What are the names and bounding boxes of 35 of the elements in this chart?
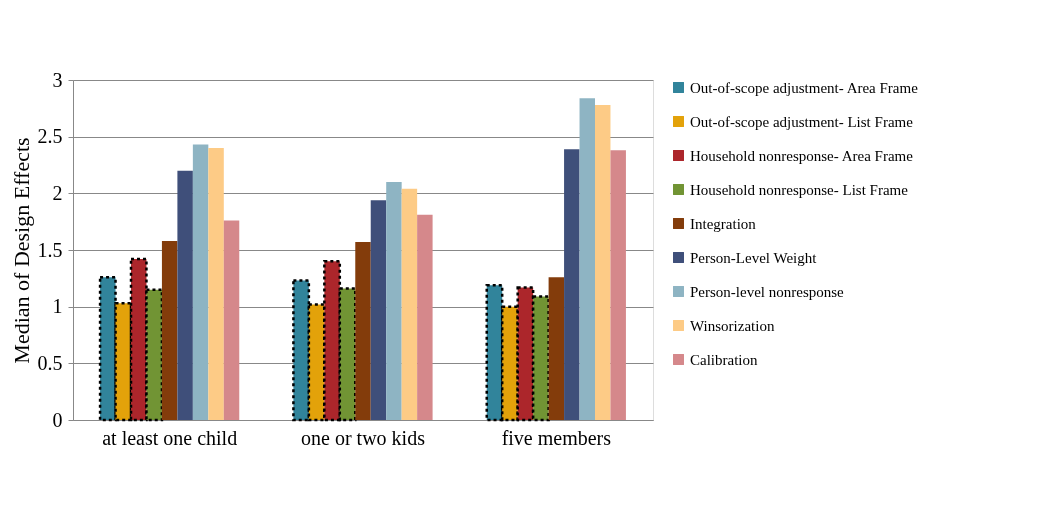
bar xyxy=(192,144,209,420)
bar xyxy=(355,242,371,420)
bar xyxy=(610,150,626,420)
bar xyxy=(564,149,580,420)
legend-label: Person-level nonresponse xyxy=(690,283,845,300)
y-tick-label: 3 xyxy=(52,68,63,91)
y-axis-title: Median of Design Effects xyxy=(8,137,34,364)
y-tick-label: 2.5 xyxy=(37,125,63,148)
bar xyxy=(161,240,178,420)
legend-label: Household nonresponse- List Frame xyxy=(690,181,909,198)
legend-label: Calibration xyxy=(690,351,758,368)
x-tick-label: five members xyxy=(501,426,612,449)
legend-label: Winsorization xyxy=(690,317,775,334)
x-tick-label: one or two kids xyxy=(301,426,426,449)
bar xyxy=(370,200,387,420)
bar xyxy=(548,277,565,420)
bar xyxy=(417,214,433,420)
y-tick-label: 0 xyxy=(52,408,63,431)
legend-label: Household nonresponse- Area Frame xyxy=(690,147,914,164)
bar xyxy=(177,170,193,420)
legend-label: Out-of-scope adjustment- List Frame xyxy=(690,113,914,130)
y-tick-label: 1 xyxy=(52,295,63,318)
bar xyxy=(595,104,611,420)
legend-label: Integration xyxy=(690,215,757,232)
bar xyxy=(208,148,224,420)
bar xyxy=(386,182,402,420)
x-tick-label: at least one child xyxy=(102,426,238,449)
y-tick-label: 2 xyxy=(52,181,63,204)
bar xyxy=(223,220,240,420)
legend-label: Out-of-scope adjustment- Area Frame xyxy=(690,79,919,96)
legend-label: Person-Level Weight xyxy=(690,249,818,266)
bar xyxy=(579,98,595,420)
bar xyxy=(401,188,418,420)
y-tick-label: 1.5 xyxy=(37,238,63,261)
y-tick-label: 0.5 xyxy=(37,351,63,374)
